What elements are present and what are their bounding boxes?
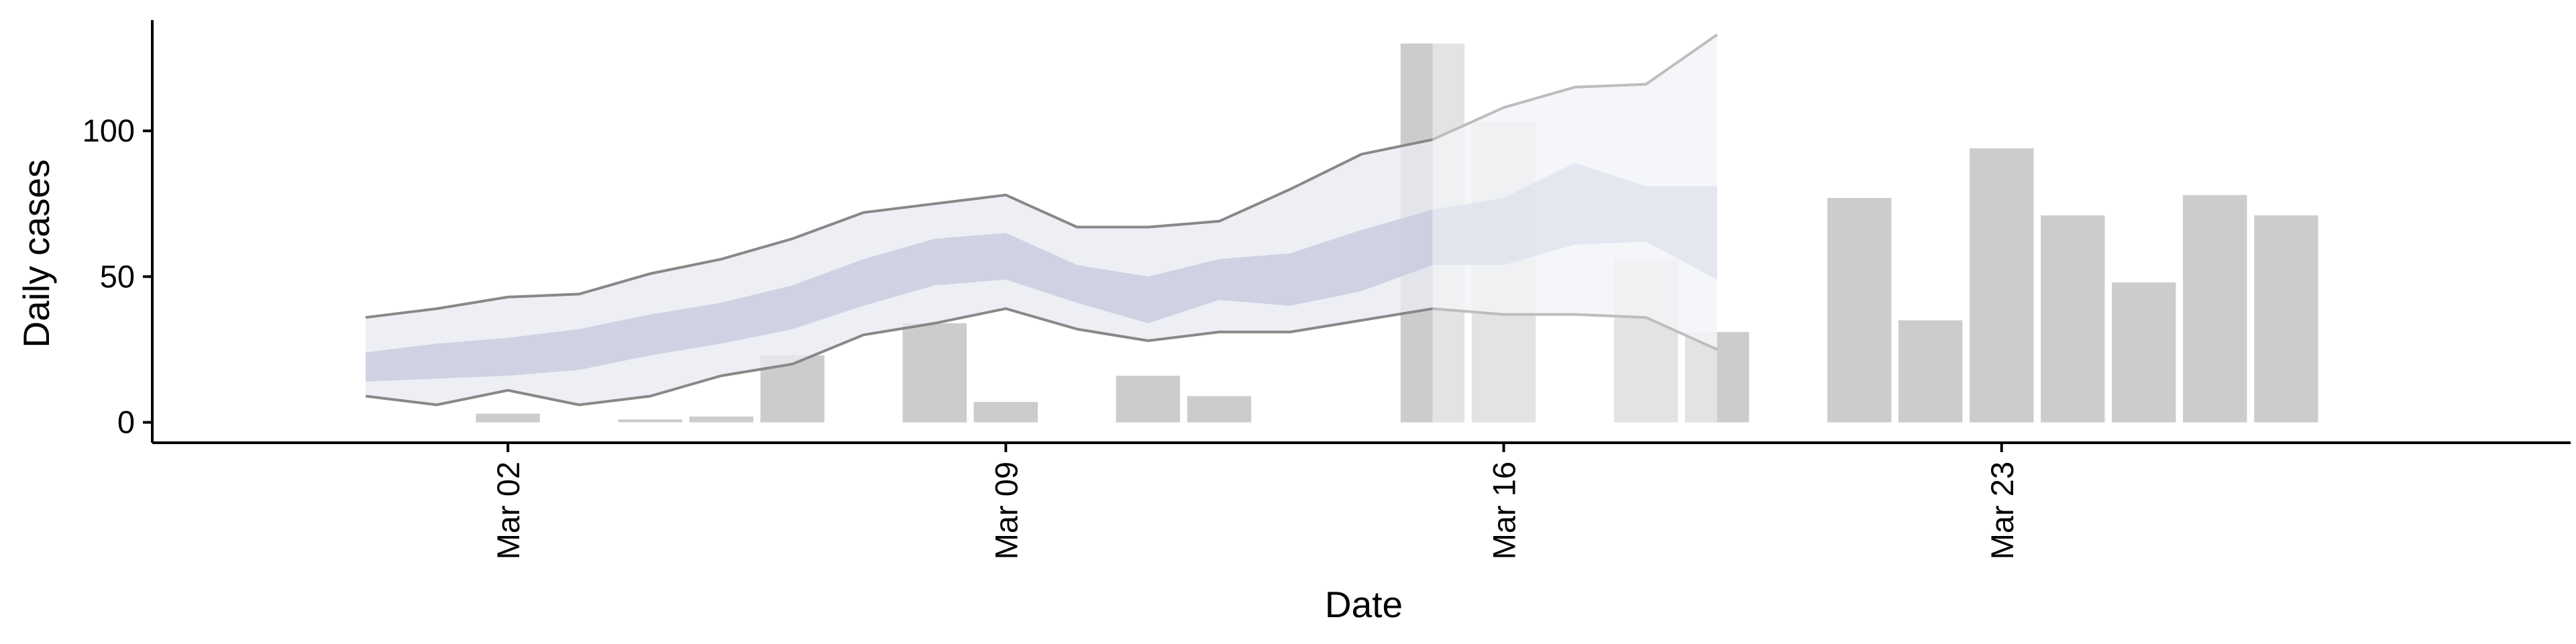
bar-2020-03-08 xyxy=(902,323,967,423)
x-tick-label-2020-03-09: Mar 09 xyxy=(988,462,1024,559)
bar-2020-03-27 xyxy=(2254,215,2318,423)
bar-2020-03-26 xyxy=(2183,195,2247,423)
outer-lower-line xyxy=(365,307,1718,407)
y-tick-label-0: 0 xyxy=(117,405,135,440)
y-tick-label-100: 100 xyxy=(83,113,135,148)
bar-2020-03-12 xyxy=(1187,396,1252,423)
bar-2020-03-02 xyxy=(476,413,540,423)
bar-2020-03-22 xyxy=(1898,320,1963,423)
inner-interval-band xyxy=(366,162,1717,382)
bar-2020-03-09 xyxy=(973,402,1038,423)
outer-upper-line xyxy=(365,34,1718,319)
x-axis-title: Date xyxy=(1325,584,1403,625)
bar-2020-03-04 xyxy=(618,419,682,423)
bar-2020-03-21 xyxy=(1827,198,1892,423)
bar-2020-03-05 xyxy=(689,416,753,423)
x-tick-label-2020-03-23: Mar 23 xyxy=(1984,462,2020,559)
plot-area xyxy=(365,20,2318,443)
bar-2020-03-24 xyxy=(2041,215,2105,423)
x-tick-label-2020-03-16: Mar 16 xyxy=(1487,462,1522,559)
x-tick-label-2020-03-02: Mar 02 xyxy=(490,462,526,559)
y-axis-title: Daily cases xyxy=(15,159,57,347)
bar-2020-03-25 xyxy=(2112,282,2176,423)
axes: 0 50 100 Mar 02 Mar 09 Mar 16 Mar 23 xyxy=(83,20,2571,559)
y-tick-label-50: 50 xyxy=(100,258,135,294)
projection-fade-overlay xyxy=(1432,20,1717,443)
bar-2020-03-11 xyxy=(1116,376,1181,423)
bar-2020-03-23 xyxy=(1970,148,2034,423)
